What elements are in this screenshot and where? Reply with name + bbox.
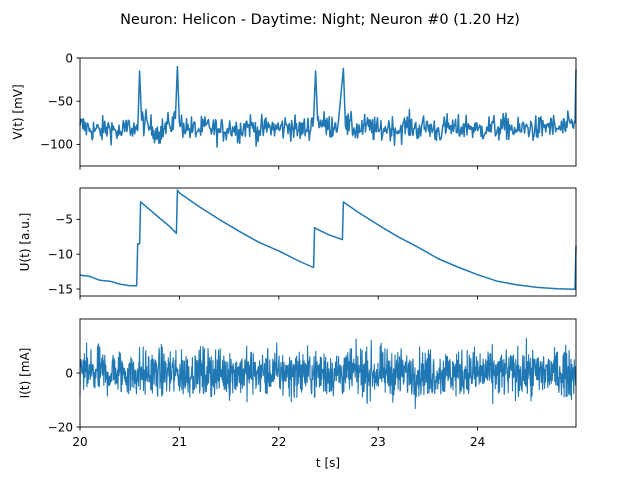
- x-tick-label: 22: [271, 435, 286, 449]
- recovery-y-label: U(t) [a.u.]: [18, 213, 32, 272]
- y-tick-label: −20: [48, 420, 73, 434]
- y-tick-label: −100: [40, 138, 73, 152]
- recovery-axes-frame: [79, 187, 577, 297]
- recovery-y-ticks: −5 −10 −15: [48, 213, 479, 300]
- voltage-axes-frame: [79, 57, 577, 167]
- x-axis-ticks: 20 21 22 23 24: [72, 435, 485, 449]
- y-tick-label: −50: [48, 95, 73, 109]
- voltage-y-label: V(t) [mV]: [11, 84, 25, 139]
- y-tick-label: −15: [48, 282, 73, 296]
- current-plot-area: [79, 337, 577, 410]
- voltage-plot-area: [79, 65, 577, 148]
- y-tick-label: −5: [55, 213, 73, 227]
- x-tick-label: 21: [172, 435, 187, 449]
- y-tick-label: −10: [48, 247, 73, 261]
- figure-title: Neuron: Helicon - Daytime: Night; Neuron…: [120, 12, 520, 28]
- y-tick-label: 0: [65, 366, 73, 380]
- x-tick-label: 24: [470, 435, 485, 449]
- recovery-plot-area: [79, 189, 577, 291]
- voltage-trace: [79, 65, 577, 148]
- voltage-panel: V(t) [mV] 0 −50 −100: [11, 51, 577, 170]
- x-tick-label: 23: [371, 435, 386, 449]
- current-y-label: I(t) [mA]: [18, 348, 32, 399]
- voltage-y-ticks: 0 −50 −100: [40, 51, 479, 170]
- recovery-panel: U(t) [a.u.] −5 −10 −15: [18, 187, 577, 300]
- recovery-trace: [79, 189, 577, 291]
- current-panel: I(t) [mA] 0 −20: [18, 318, 577, 434]
- x-tick-label: 20: [72, 435, 87, 449]
- current-trace: [79, 337, 577, 410]
- x-axis-label: t [s]: [316, 456, 340, 470]
- current-y-ticks: 0 −20: [48, 366, 479, 434]
- y-tick-label: 0: [65, 51, 73, 65]
